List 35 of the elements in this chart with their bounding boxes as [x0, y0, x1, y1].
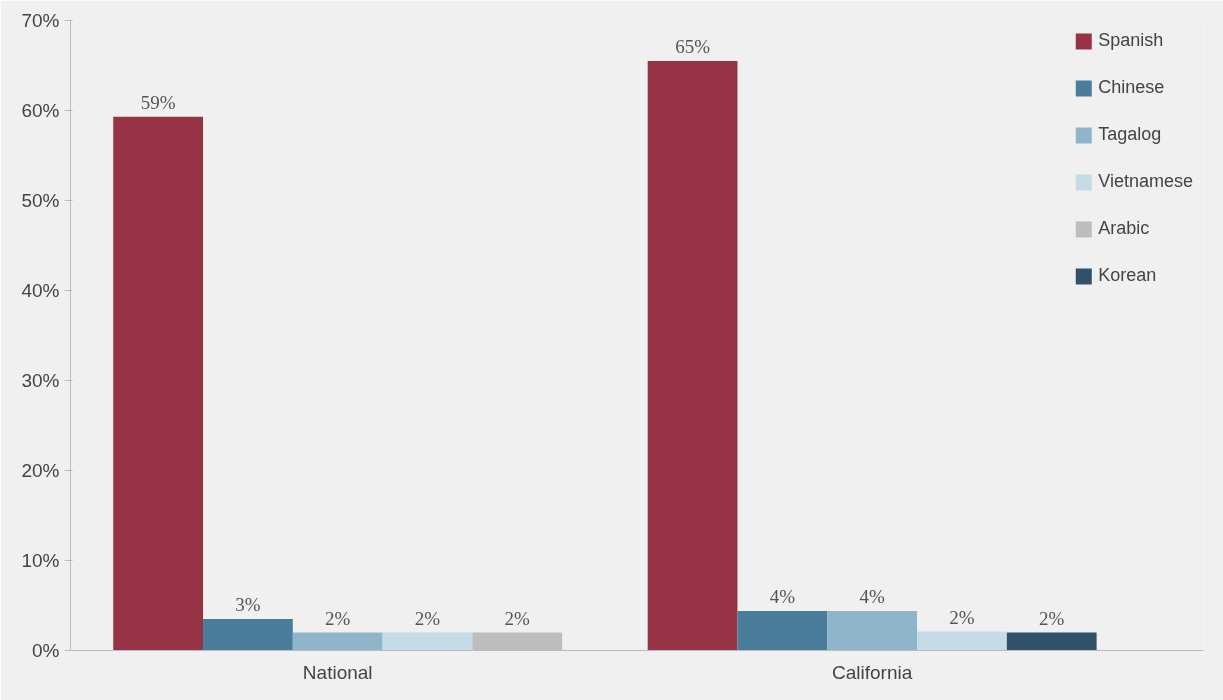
legend-label: Tagalog	[1098, 124, 1162, 145]
data-label: 65%	[675, 36, 711, 57]
data-label: 2%	[325, 607, 351, 629]
data-label: 2%	[504, 607, 531, 629]
x-tick-label: National	[302, 661, 373, 683]
legend-label: Spanish	[1098, 30, 1164, 51]
bar	[737, 610, 828, 651]
bar	[382, 632, 473, 651]
y-tick-label: 30%	[21, 370, 60, 391]
data-label: 2%	[949, 606, 975, 628]
y-tick-label: 40%	[21, 280, 60, 301]
y-tick-label: 70%	[21, 10, 60, 31]
bar	[203, 619, 293, 651]
legend-label: Vietnamese	[1098, 171, 1193, 192]
legend-label: Chinese	[1098, 77, 1165, 98]
data-label: 3%	[235, 594, 261, 615]
bar	[647, 61, 738, 651]
bar	[917, 631, 1007, 651]
y-tick-label: 50%	[21, 190, 60, 211]
bar	[113, 116, 204, 651]
data-label: 4%	[769, 585, 796, 607]
data-label: 4%	[859, 585, 885, 607]
x-tick-label: California	[832, 661, 913, 683]
bar	[827, 610, 918, 651]
bar	[292, 632, 383, 651]
y-tick-label: 20%	[21, 460, 60, 481]
data-label: 2%	[1039, 607, 1065, 629]
data-label: 59%	[140, 91, 176, 113]
bar	[1006, 632, 1097, 651]
y-tick-label: 60%	[21, 100, 60, 121]
y-tick-label: 10%	[21, 550, 60, 571]
legend-label: Arabic	[1098, 218, 1150, 239]
legend-label: Korean	[1098, 265, 1157, 286]
y-tick-label: 0%	[32, 640, 60, 661]
data-label: 2%	[414, 607, 441, 629]
